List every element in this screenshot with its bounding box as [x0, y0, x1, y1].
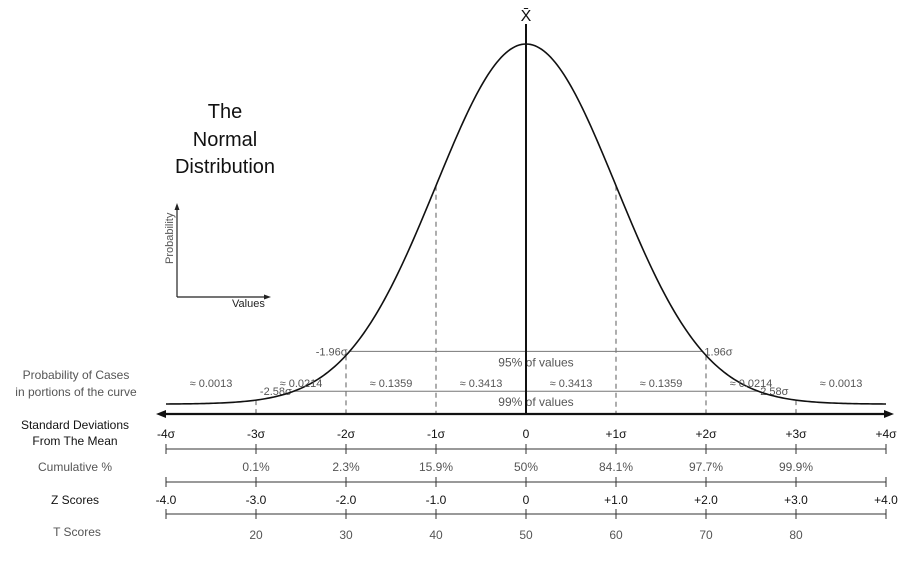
title-line-2: Normal [193, 129, 257, 151]
row-label-t-scores: T Scores [53, 525, 101, 539]
cumulative-label: 50% [514, 460, 538, 474]
sigma-label: -2σ [337, 427, 356, 441]
band-95-center-label: 95% of values [498, 355, 573, 369]
inset-y-label: Probability [164, 212, 176, 264]
cumulative-label: 99.9% [779, 460, 813, 474]
z-score-label: +1.0 [604, 493, 628, 507]
t-score-label: 40 [429, 528, 443, 542]
t-score-row: 20 30 40 50 60 70 80 [249, 528, 803, 542]
mean-symbol: X̄ [521, 8, 532, 25]
inset-x-label: Values [232, 298, 265, 310]
probability-label: ≈ 0.0013 [820, 378, 863, 390]
t-score-label: 50 [519, 528, 533, 542]
probability-label: ≈ 0.0013 [190, 378, 233, 390]
inset-axes: Probability Values [164, 203, 271, 310]
cumulative-label: 0.1% [242, 460, 270, 474]
inset-y-arrow [174, 203, 180, 210]
sigma-row: -4σ -3σ -2σ -1σ 0 +1σ +2σ +3σ +4σ [157, 427, 897, 454]
t-score-label: 30 [339, 528, 353, 542]
cumulative-label: 97.7% [689, 460, 723, 474]
sigma-label: +3σ [785, 427, 807, 441]
t-score-label: 20 [249, 528, 263, 542]
sigma-label: -3σ [247, 427, 266, 441]
row-label-stddev-2: From The Mean [32, 434, 117, 448]
sigma-dashed-lines [255, 185, 797, 414]
baseline-left-arrow [156, 410, 166, 418]
z-score-label: +3.0 [784, 493, 808, 507]
z-score-label: +4.0 [874, 493, 898, 507]
probability-label: ≈ 0.0214 [280, 378, 323, 390]
z-score-row: -4.0 -3.0 -2.0 -1.0 0 +1.0 +2.0 +3.0 +4.0 [156, 493, 898, 519]
sigma-label: +2σ [695, 427, 717, 441]
band-99-center-label: 99% of values [498, 395, 573, 409]
sigma-label: -1σ [427, 427, 446, 441]
cumulative-label: 84.1% [599, 460, 633, 474]
probability-label: ≈ 0.3413 [460, 378, 503, 390]
band-95-right-label: 1.96σ [704, 346, 732, 358]
row-label-cumulative: Cumulative % [38, 460, 112, 474]
cumulative-label: 15.9% [419, 460, 453, 474]
inset-x-arrow [264, 294, 271, 300]
title-line-3: Distribution [175, 156, 275, 178]
z-score-label: -4.0 [156, 493, 177, 507]
sigma-label: +4σ [875, 427, 897, 441]
probability-label: ≈ 0.1359 [640, 378, 683, 390]
baseline-axis [156, 410, 894, 418]
z-score-label: +2.0 [694, 493, 718, 507]
sigma-label: +1σ [605, 427, 627, 441]
t-score-label: 60 [609, 528, 623, 542]
cumulative-label: 2.3% [332, 460, 360, 474]
z-score-label: 0 [523, 493, 530, 507]
band-95-left-label: -1.96σ [316, 346, 348, 358]
cumulative-row: 0.1% 2.3% 15.9% 50% 84.1% 97.7% 99.9% [165, 460, 887, 487]
band-99-right-label: 2.58σ [760, 386, 788, 398]
baseline-right-arrow [884, 410, 894, 418]
z-score-label: -3.0 [246, 493, 267, 507]
probability-label: ≈ 0.1359 [370, 378, 413, 390]
row-label-probability-2: in portions of the curve [15, 385, 137, 399]
probability-labels: ≈ 0.0013 ≈ 0.0214 ≈ 0.1359 ≈ 0.3413 ≈ 0.3413… [190, 378, 863, 390]
sigma-label: 0 [523, 427, 530, 441]
t-score-label: 70 [699, 528, 713, 542]
title-line-1: The [208, 101, 242, 123]
probability-label: ≈ 0.3413 [550, 378, 593, 390]
sigma-label: -4σ [157, 427, 176, 441]
z-score-label: -2.0 [336, 493, 357, 507]
row-label-z-scores: Z Scores [51, 493, 99, 507]
row-label-stddev-1: Standard Deviations [21, 418, 129, 432]
probability-label: ≈ 0.0214 [730, 378, 773, 390]
t-score-label: 80 [789, 528, 803, 542]
z-score-label: -1.0 [426, 493, 447, 507]
row-label-probability-1: Probability of Cases [23, 368, 130, 382]
confidence-bands: -1.96σ 1.96σ 95% of values -2.58σ 2.58σ … [260, 346, 789, 409]
